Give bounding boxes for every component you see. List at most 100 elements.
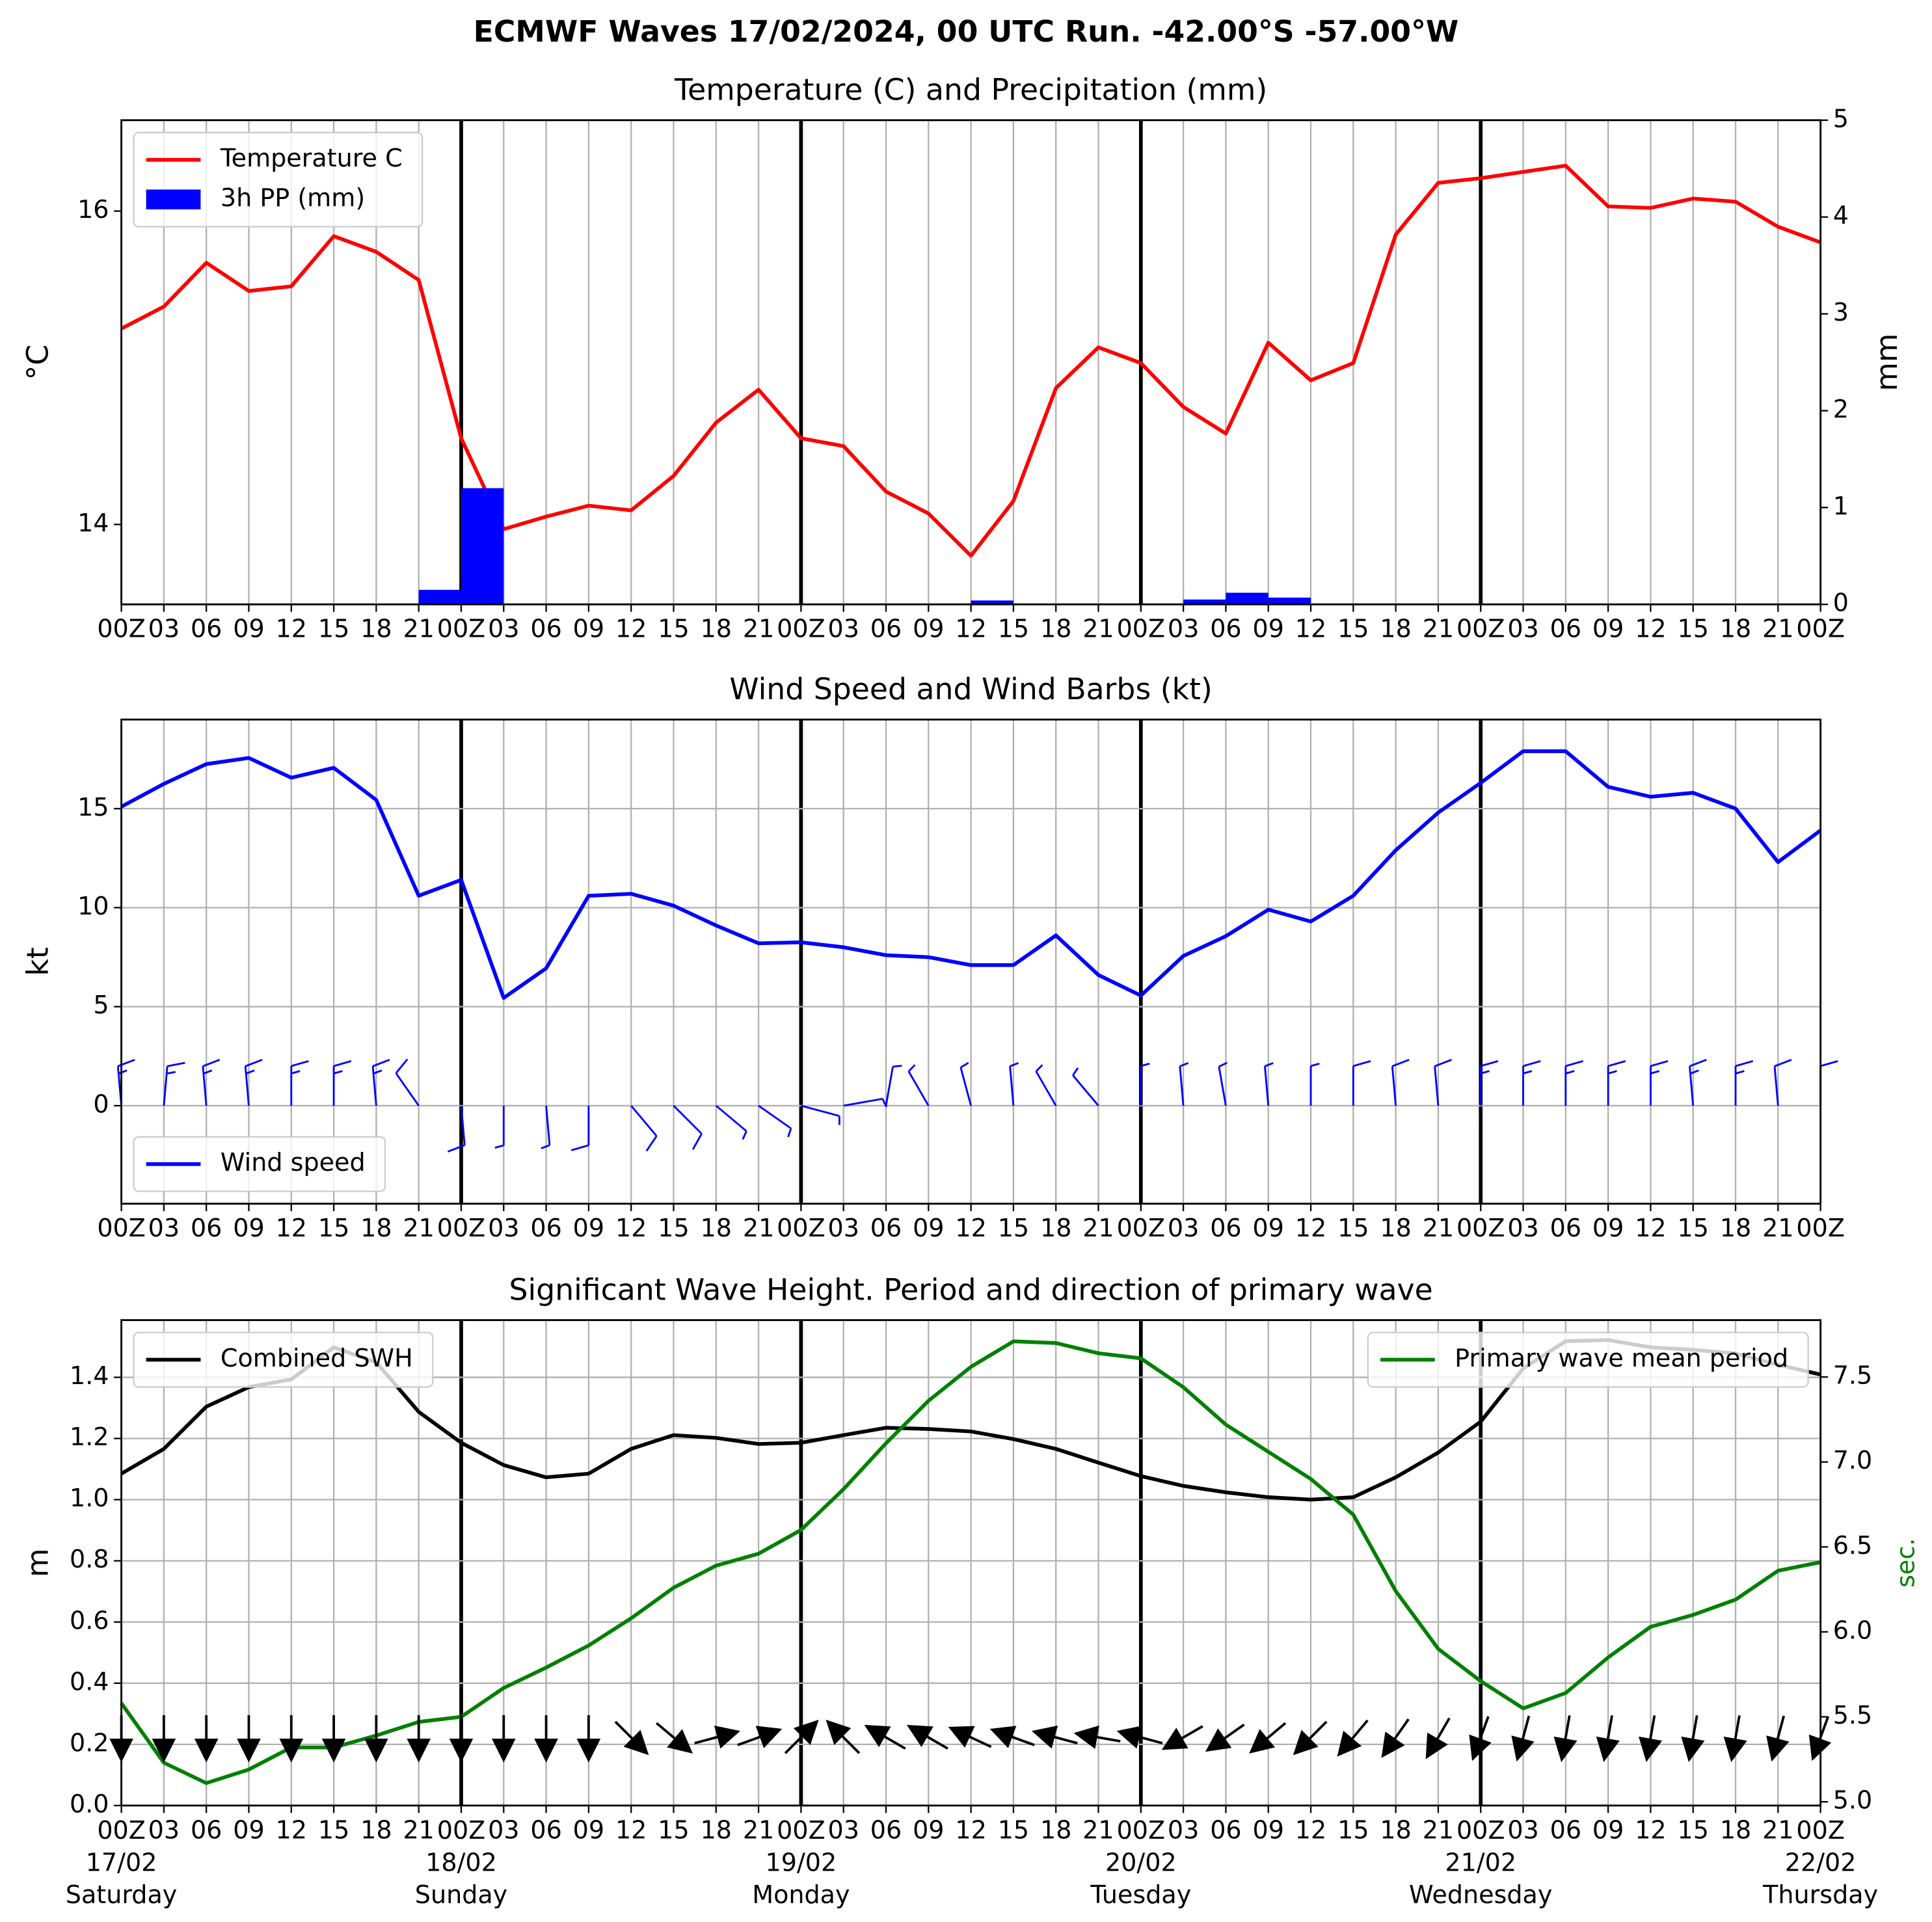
x-tick-label: 09 [913, 615, 944, 643]
x-tick-label: 06 [191, 1214, 222, 1242]
x-tick-label: 03 [827, 1214, 859, 1242]
wave-arrow [1469, 1716, 1492, 1761]
y-tick-label: 5 [93, 991, 109, 1019]
x-tick-label: 12 [1295, 1214, 1326, 1242]
y2-axis-label: mm [1870, 333, 1904, 391]
x-tick-label: 12 [955, 1815, 986, 1844]
x-tick-label: 09 [573, 615, 604, 643]
wind-barb [1479, 1060, 1499, 1106]
wind-barb [1035, 1064, 1057, 1106]
y-tick-label: 0.0 [70, 1789, 109, 1818]
y2-tick-label: 5 [1833, 104, 1849, 133]
wind-barb [1522, 1060, 1541, 1106]
wave-arrow [614, 1720, 649, 1755]
bar [461, 488, 504, 605]
x-tick-label: 00Z 19/02 Monday [752, 1815, 850, 1908]
y-tick-label: 0.4 [70, 1667, 109, 1696]
x-tick-label: 03 [1168, 1214, 1199, 1242]
x-tick-label: 06 [1550, 1214, 1581, 1242]
x-tick-label: 00Z [1117, 615, 1166, 643]
x-tick-label: 18 [1720, 1815, 1751, 1844]
wind-barb [290, 1060, 309, 1106]
x-tick-label: 18 [1720, 1214, 1751, 1242]
x-tick-label: 06 [191, 615, 222, 643]
x-tick-label: 03 [148, 615, 180, 643]
x-tick-label: 21 [1423, 615, 1454, 643]
wave-arrow [1205, 1724, 1245, 1752]
x-tick-label: 18 [360, 1815, 392, 1844]
plot-frame [120, 1319, 1822, 1807]
y2-tick-label: 7.0 [1833, 1446, 1873, 1475]
x-tick-label: 00Z [1456, 615, 1505, 643]
x-tick-label: 00Z [777, 615, 825, 643]
wind-barb [907, 1064, 930, 1106]
x-tick-label: 06 [191, 1815, 222, 1844]
x-tick-label: 15 [318, 1815, 349, 1844]
wind-barb [1564, 1060, 1583, 1106]
x-tick-label: 09 [1592, 1214, 1624, 1242]
x-tick-label: 06 [1550, 615, 1581, 643]
x-tick-label: 03 [1507, 1815, 1538, 1844]
wind-barb [1179, 1061, 1189, 1106]
x-tick-label: 12 [276, 615, 307, 643]
legend-label: Combined SWH [221, 1344, 413, 1372]
x-tick-label: 15 [998, 1815, 1029, 1844]
x-tick-label: 18 [701, 1815, 732, 1844]
legend: Primary wave mean period [1367, 1331, 1809, 1388]
wave-arrow [906, 1724, 948, 1750]
x-tick-label: 12 [1295, 615, 1326, 643]
y-tick-label: 10 [77, 892, 109, 920]
x-tick-label: 03 [488, 1815, 519, 1844]
x-tick-label: 09 [233, 1815, 264, 1844]
suptitle: ECMWF Waves 17/02/2024, 00 UTC Run. -42.… [474, 14, 1459, 49]
wind-barb [1607, 1060, 1626, 1106]
x-tick-label: 15 [998, 1214, 1029, 1242]
x-tick-label: 06 [870, 1815, 902, 1844]
x-tick-label: 18 [1040, 1214, 1071, 1242]
x-tick-label: 18 [701, 615, 732, 643]
x-tick-label: 03 [827, 615, 859, 643]
y-axis-label: m [20, 1549, 55, 1578]
x-tick-label: 06 [1210, 1815, 1241, 1844]
x-tick-label: 00Z 20/02 Tuesday [1090, 1815, 1191, 1908]
x-tick-label: 18 [1380, 615, 1411, 643]
x-tick-label: 00Z [1796, 615, 1845, 643]
x-tick-label: 03 [488, 1214, 519, 1242]
x-tick-label: 03 [1168, 1815, 1199, 1844]
x-tick-label: 21 [1762, 615, 1793, 643]
x-tick-label: 21 [403, 1214, 434, 1242]
x-tick-label: 18 [1040, 1815, 1071, 1844]
wind-barb [541, 1105, 551, 1149]
wind-barb [1309, 1062, 1320, 1106]
x-tick-label: 18 [360, 615, 392, 643]
x-tick-label: 09 [1253, 615, 1284, 643]
wave-arrow [948, 1726, 992, 1748]
x-tick-label: 18 [360, 1214, 392, 1242]
bar [1268, 597, 1311, 605]
y-axis-label: kt [20, 947, 55, 976]
wind-barb [885, 1065, 902, 1106]
wave-arrow [864, 1724, 906, 1750]
x-tick-label: 15 [1337, 615, 1369, 643]
x-tick-label: 00Z [1117, 1214, 1166, 1242]
x-tick-label: 18 [1380, 1815, 1411, 1844]
plot-frame [120, 119, 1822, 606]
y2-tick-label: 1 [1833, 492, 1849, 520]
wind-barb [1072, 1067, 1099, 1106]
x-tick-label: 06 [1210, 1214, 1241, 1242]
y-tick-label: 0.8 [70, 1545, 109, 1573]
y2-tick-label: 7.5 [1833, 1361, 1873, 1390]
wave-arrow [534, 1715, 558, 1763]
x-tick-label: 15 [658, 615, 689, 643]
wave-arrow [279, 1715, 304, 1763]
legend: Wind speed [133, 1136, 386, 1192]
legend-label: Primary wave mean period [1455, 1344, 1788, 1372]
bar [418, 589, 461, 605]
wind-barb [715, 1104, 747, 1140]
x-tick-label: 15 [318, 1214, 349, 1242]
y2-tick-label: 0 [1833, 589, 1849, 617]
x-tick-label: 09 [233, 1214, 264, 1242]
wind-barb [163, 1061, 185, 1106]
y-tick-label: 1.0 [70, 1484, 109, 1512]
